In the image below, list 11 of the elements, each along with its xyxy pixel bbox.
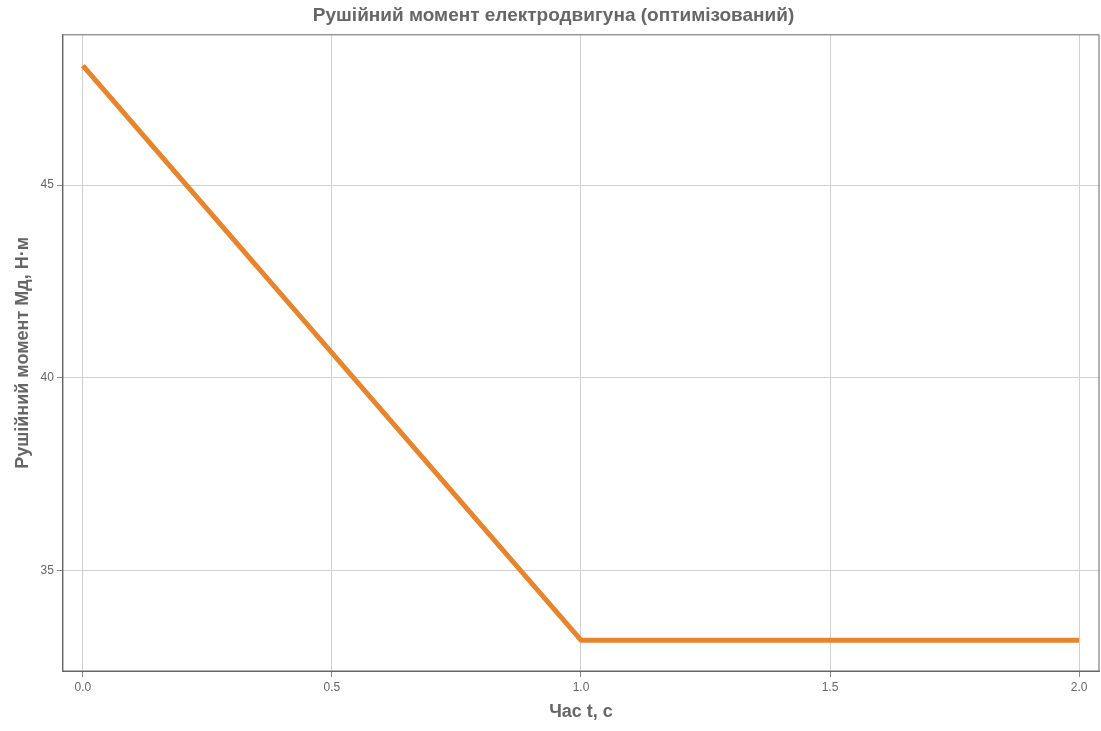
x-tick-label: 0.5	[323, 679, 341, 694]
y-axis-title: Рушійний момент Мд, Н·м	[11, 237, 32, 469]
x-tick-label: 1.0	[572, 679, 590, 694]
y-tick-label: 40	[40, 370, 55, 385]
y-tick-label: 45	[40, 177, 55, 192]
x-tick-label: 2.0	[1070, 679, 1088, 694]
x-tick-label: 0.0	[74, 679, 92, 694]
y-tick-label: 35	[40, 563, 55, 578]
x-axis-title: Час t, с	[549, 701, 613, 722]
x-tick-label: 1.5	[821, 679, 839, 694]
chart-title: Рушійний момент електродвигуна (оптимізований)	[312, 3, 795, 25]
